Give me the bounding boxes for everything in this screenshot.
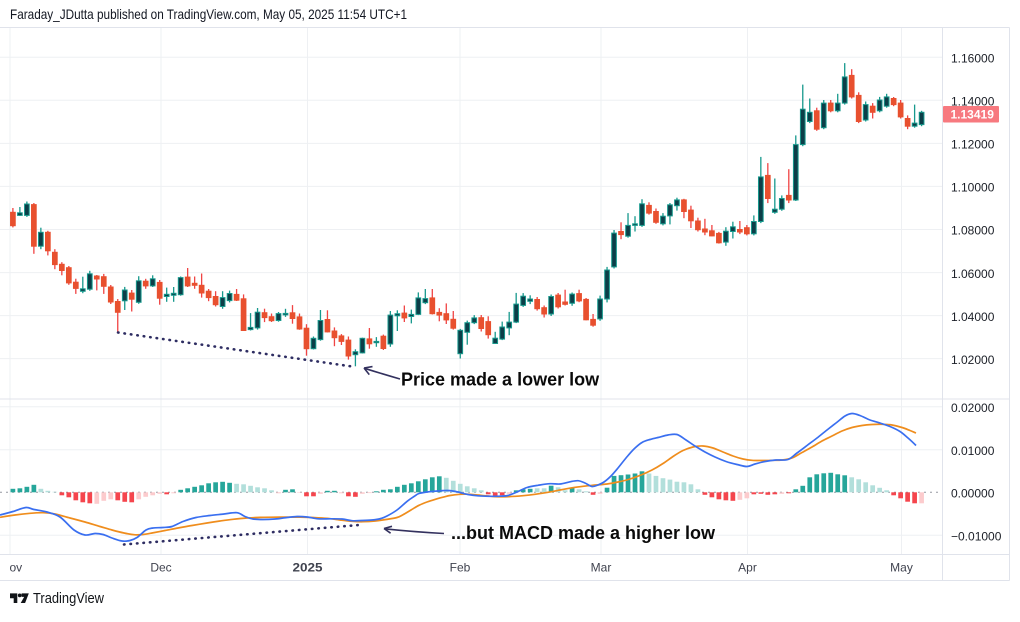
svg-text:1.04000: 1.04000 [951, 310, 995, 324]
svg-text:ov: ov [10, 561, 23, 575]
svg-text:Mar: Mar [591, 561, 612, 575]
svg-text:1.08000: 1.08000 [951, 224, 995, 238]
svg-text:0.01000: 0.01000 [951, 444, 995, 458]
svg-text:...but MACD made a higher low: ...but MACD made a higher low [451, 523, 716, 543]
svg-text:0.02000: 0.02000 [951, 401, 995, 415]
svg-text:0.00000: 0.00000 [951, 487, 995, 501]
svg-text:1.16000: 1.16000 [951, 52, 995, 66]
svg-text:−0.01000: −0.01000 [951, 529, 1002, 543]
svg-text:Dec: Dec [150, 561, 171, 575]
svg-text:1.06000: 1.06000 [951, 267, 995, 281]
svg-text:1.13419: 1.13419 [951, 108, 995, 122]
svg-text:Faraday_JDutta published on Tr: Faraday_JDutta published on TradingView.… [10, 6, 407, 22]
svg-text:1.14000: 1.14000 [951, 95, 995, 109]
svg-text:1.10000: 1.10000 [951, 181, 995, 195]
svg-text:1.12000: 1.12000 [951, 138, 995, 152]
svg-text:1.02000: 1.02000 [951, 353, 995, 367]
svg-text:May: May [890, 561, 913, 575]
svg-text:TradingView: TradingView [33, 591, 104, 607]
svg-text:Feb: Feb [450, 561, 471, 575]
svg-text:2025: 2025 [293, 561, 323, 575]
svg-text:Price made a lower low: Price made a lower low [401, 370, 600, 390]
svg-text:Apr: Apr [738, 561, 757, 575]
